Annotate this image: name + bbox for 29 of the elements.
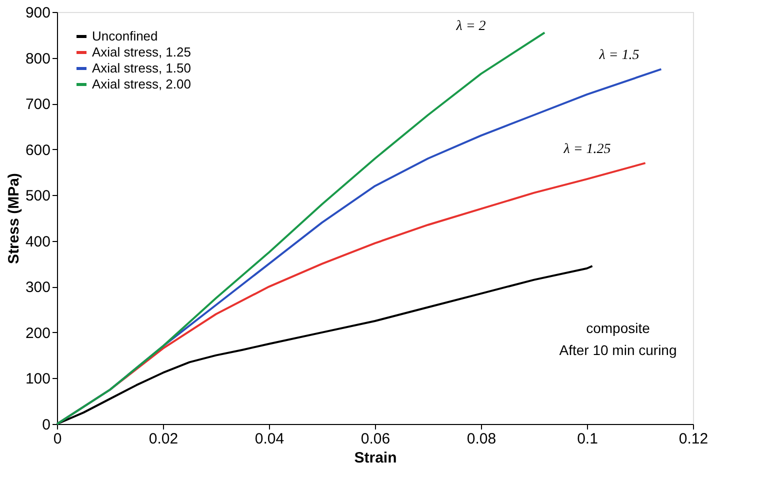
annotation: composite	[586, 320, 650, 336]
x-tick-label: 0.02	[148, 430, 178, 448]
legend-label: Unconfined	[92, 28, 158, 44]
x-axis-title: Strain	[354, 450, 397, 466]
x-tick-label: 0.08	[466, 430, 496, 448]
y-tick-label: 900	[25, 4, 50, 22]
y-tick-label: 200	[25, 324, 50, 342]
legend-label: Axial stress, 2.00	[92, 76, 191, 92]
legend-label: Axial stress, 1.25	[92, 44, 191, 60]
x-tick-label: 0.06	[360, 430, 390, 448]
annotation: λ = 2	[455, 18, 486, 34]
y-tick-label: 700	[25, 96, 50, 114]
y-tick-label: 800	[25, 50, 50, 68]
legend-label: Axial stress, 1.50	[92, 60, 191, 76]
y-axis-title: Stress (MPa)	[5, 173, 22, 264]
x-tick-label: 0.12	[678, 430, 708, 448]
annotation: λ = 1.25	[562, 142, 611, 158]
x-tick-label: 0	[53, 430, 62, 448]
x-tick-label: 0.04	[254, 430, 284, 448]
y-tick-label: 100	[25, 370, 50, 388]
x-tick-label: 0.1	[577, 430, 598, 448]
y-tick-label: 500	[25, 188, 50, 205]
annotation: After 10 min curing	[559, 342, 677, 358]
line-series	[56, 32, 546, 425]
y-tick-label: 400	[25, 233, 50, 250]
annotation: λ = 1.5	[598, 48, 640, 64]
y-tick-label: 300	[25, 279, 50, 296]
y-tick-label: 0	[42, 416, 50, 434]
y-tick-label: 600	[25, 142, 50, 159]
